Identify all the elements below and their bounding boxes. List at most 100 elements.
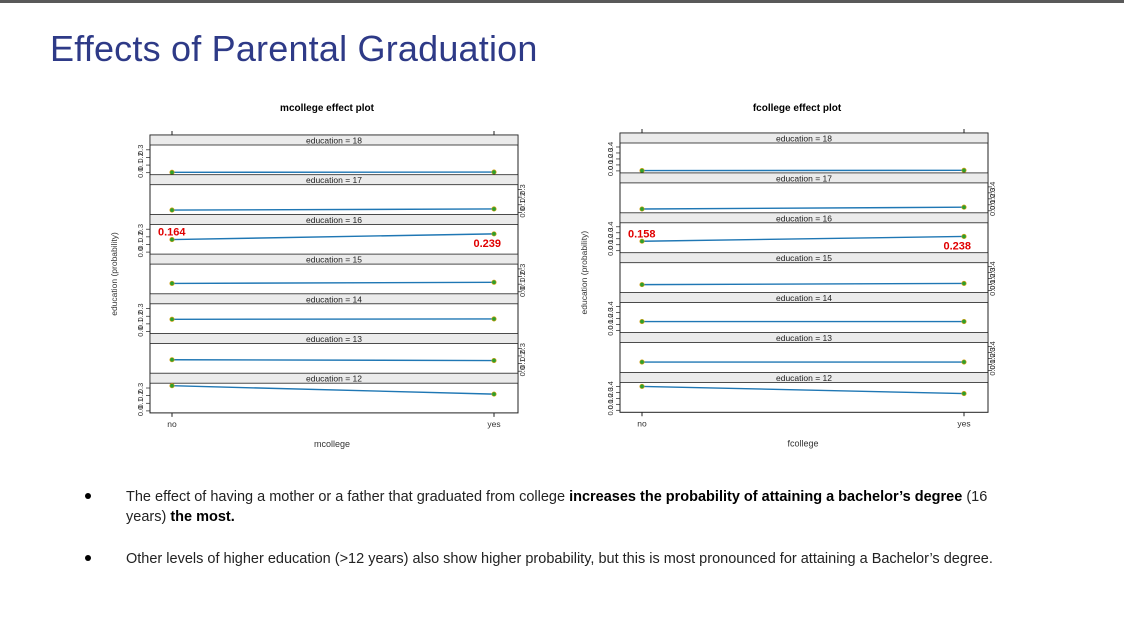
y-tick-label: 0.0 (136, 167, 145, 177)
y-tick-label: 0.2 (518, 271, 527, 281)
effect-point (639, 359, 645, 365)
y-tick-label: 0.2 (606, 393, 615, 403)
x-tick-label: yes (487, 419, 500, 429)
effect-line (641, 385, 965, 395)
y-tick-label: 0.0 (136, 406, 145, 416)
effect-line (171, 359, 495, 362)
y-tick-label: 0.0 (136, 247, 145, 257)
effect-line (171, 281, 495, 285)
y-tick-label: 0.3 (606, 228, 615, 238)
y-tick-label: 0.3 (136, 303, 145, 313)
effect-point (961, 359, 967, 365)
y-tick-label: 0.2 (988, 194, 997, 204)
effect-point (639, 168, 645, 174)
y-tick-label: 0.4 (606, 381, 615, 391)
panel-strip (619, 132, 989, 144)
y-tick-label: 0.2 (988, 273, 997, 283)
panel-strip (149, 293, 519, 305)
y-tick-label: 0.3 (606, 387, 615, 397)
effect-point (169, 383, 175, 389)
effect-line (641, 235, 965, 242)
y-tick-label: 0.1 (518, 200, 527, 210)
y-tick-label: 0.3 (518, 264, 527, 274)
slide-title: Effects of Parental Graduation (50, 28, 538, 69)
y-tick-label: 0.1 (988, 200, 997, 210)
panel-strip (619, 172, 989, 184)
effect-point (639, 318, 645, 325)
y-tick-label: 0.2 (606, 154, 615, 164)
y-tick-label: 0.2 (518, 192, 527, 202)
panel-strip (149, 372, 519, 384)
x-tick-label: yes (957, 418, 970, 428)
panel-strip (149, 213, 519, 225)
y-tick-label: 0.0 (988, 365, 997, 375)
panel-strip (149, 134, 519, 146)
effect-point (961, 204, 967, 210)
panel-strip (619, 252, 989, 264)
y-tick-label: 0.0 (606, 325, 615, 335)
effect-point (961, 233, 967, 240)
effect-point (491, 391, 497, 397)
y-tick-label: 0.3 (988, 267, 997, 277)
panel-strip-label: education = 13 (776, 333, 832, 343)
effect-point (961, 391, 967, 397)
panel-strip-label: education = 13 (306, 334, 362, 344)
y-tick-label: 0.1 (518, 279, 527, 289)
effect-point (169, 280, 175, 286)
panel-strip (149, 333, 519, 344)
panel-strip (619, 212, 989, 224)
annotation-label: 0.239 (473, 238, 501, 250)
y-tick-label: 0.3 (136, 383, 145, 393)
y-tick-label: 0.0 (518, 287, 527, 297)
effect-point (639, 206, 645, 212)
y-tick-label: 0.3 (988, 347, 997, 357)
effect-point (491, 231, 497, 237)
y-tick-label: 0.4 (988, 182, 997, 192)
y-tick-label: 0.1 (518, 358, 527, 368)
y-tick-label: 0.4 (988, 261, 997, 271)
y-tick-label: 0.0 (606, 405, 615, 415)
y-tick-label: 0.0 (988, 206, 997, 216)
y-tick-label: 0.1 (136, 398, 145, 408)
effect-point (491, 206, 497, 212)
panel-strip-label: education = 15 (306, 255, 362, 265)
panel-strip-label: education = 16 (776, 213, 832, 223)
y-tick-label: 0.3 (136, 145, 145, 155)
effect-line (171, 385, 495, 395)
y-tick-label: 0.1 (136, 319, 145, 329)
y-tick-label: 0.1 (606, 160, 615, 170)
y-tick-label: 0.2 (606, 313, 615, 323)
panel-strip (619, 371, 989, 383)
annotation-label: 0.158 (628, 228, 656, 240)
panel-strip (619, 332, 989, 343)
y-tick-label: 0.0 (606, 166, 615, 176)
x-axis-label: mcollege (314, 439, 350, 449)
y-tick-label: 0.0 (988, 285, 997, 295)
y-tick-label: 0.0 (136, 326, 145, 336)
effect-point (961, 318, 967, 325)
chart-title: fcollege effect plot (753, 103, 842, 114)
panel-strip-label: education = 16 (306, 215, 362, 225)
effect-line (641, 282, 965, 286)
panel-strip-label: education = 15 (776, 253, 832, 263)
y-tick-label: 0.4 (606, 222, 615, 232)
y-tick-label: 0.1 (606, 399, 615, 409)
y-tick-label: 0.0 (518, 207, 527, 217)
panel-strip-label: education = 17 (306, 175, 362, 185)
panel-strip-label: education = 17 (776, 173, 832, 183)
y-tick-label: 0.3 (606, 307, 615, 317)
panel-strip-label: education = 14 (776, 293, 832, 303)
y-tick-label: 0.3 (518, 343, 527, 353)
effect-line (171, 233, 495, 241)
effect-point (491, 279, 497, 285)
effect-point (961, 280, 967, 286)
y-tick-label: 0.4 (606, 142, 615, 152)
effect-line (641, 206, 965, 210)
panel-strip-label: education = 18 (306, 136, 362, 146)
y-tick-label: 0.1 (606, 319, 615, 329)
x-tick-label: no (637, 418, 647, 428)
top-border (0, 0, 1124, 3)
panel-strip-label: education = 18 (776, 134, 832, 144)
panel-strip (149, 253, 519, 265)
